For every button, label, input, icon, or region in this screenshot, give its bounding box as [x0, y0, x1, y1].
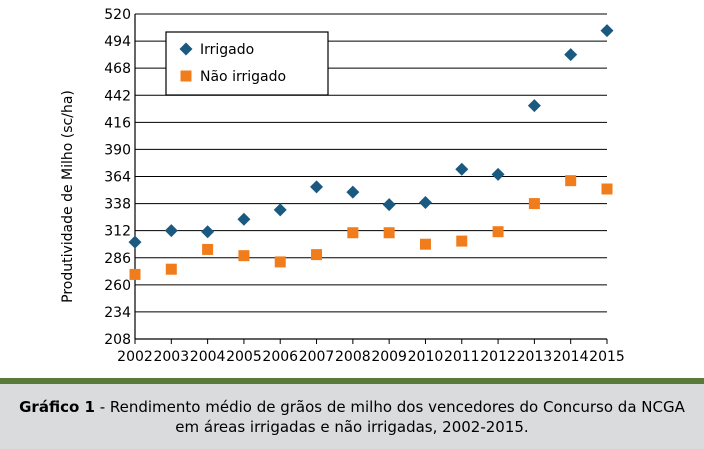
- irrigado-point-2009: [382, 198, 396, 212]
- caption-line-2: em áreas irrigadas e não irrigadas, 2002…: [175, 418, 529, 436]
- scatter-chart: 208 234 260 286 312 338 364 390 416 442 468 494 520 2…: [60, 7, 625, 365]
- chart: 208 234 260 286 312 338 364 390 416 442 468 494 520 2…: [60, 7, 625, 365]
- y-axis-label: Produtividade de Milho (sc/ha): [60, 90, 76, 303]
- legend-irrigado-marker: [179, 42, 193, 56]
- x-tick-label: 2005: [226, 349, 262, 365]
- y-tick-label: 390: [104, 142, 131, 158]
- y-tick-label: 312: [104, 224, 131, 240]
- x-tick-label: 2008: [335, 349, 371, 365]
- nao-irrigado-point-2013: [528, 198, 540, 210]
- x-tick-label: 2003: [153, 349, 189, 365]
- x-tick-label: 2006: [262, 349, 298, 365]
- irrigado-point-2011: [455, 162, 469, 176]
- y-tick-label: 442: [104, 88, 131, 104]
- caption-label: Gráfico 1: [19, 398, 95, 416]
- y-tick-label: 234: [104, 305, 131, 321]
- nao-irrigado-point-2010: [419, 238, 431, 250]
- y-tick-label: 338: [104, 197, 131, 213]
- x-tick-label: 2002: [117, 349, 153, 365]
- nao-irrigado-point-2012: [492, 226, 504, 238]
- nao-irrigado-point-2008: [347, 227, 359, 239]
- caption-line-1: Gráfico 1 - Rendimento médio de grãos de…: [0, 397, 704, 417]
- irrigado-point-2012: [491, 167, 505, 181]
- y-tick-label: 468: [104, 61, 131, 77]
- irrigado-point-2015: [600, 24, 614, 38]
- legend-label: Não irrigado: [200, 69, 286, 85]
- legend-label: Irrigado: [200, 42, 254, 58]
- nao-irrigado-point-2006: [274, 256, 286, 268]
- y-tick-label: 286: [104, 251, 131, 267]
- divider-bar: [0, 378, 704, 384]
- x-tick-label: 2012: [480, 349, 516, 365]
- y-tick-label: 520: [104, 7, 131, 23]
- x-tick-label: 2013: [517, 349, 553, 365]
- x-tick-label: 2004: [190, 349, 226, 365]
- nao-irrigado-point-2004: [202, 243, 214, 255]
- x-tick-label: 2014: [553, 349, 589, 365]
- nao-irrigado-point-2003: [165, 263, 177, 275]
- nao-irrigado-point-2009: [383, 227, 395, 239]
- figure-caption: Gráfico 1 - Rendimento médio de grãos de…: [0, 384, 704, 449]
- x-tick-label: 2015: [589, 349, 625, 365]
- y-tick-label: 208: [104, 332, 131, 348]
- nao-irrigado-point-2002: [129, 268, 141, 280]
- x-tick-label: 2009: [371, 349, 407, 365]
- nao-irrigado-point-2005: [238, 250, 250, 262]
- nao-irrigado-point-2015: [601, 183, 613, 195]
- irrigado-point-2005: [237, 212, 251, 226]
- caption-text-1: - Rendimento médio de grãos de milho dos…: [94, 398, 685, 416]
- nao-irrigado-point-2007: [311, 249, 323, 261]
- legend-nao-irrigado-marker: [180, 70, 192, 82]
- irrigado-point-2004: [201, 225, 215, 239]
- irrigado-point-2002: [128, 235, 142, 249]
- nao-irrigado-point-2014: [565, 175, 577, 187]
- irrigado-point-2003: [164, 224, 178, 238]
- irrigado-point-2014: [564, 48, 578, 62]
- y-tick-label: 416: [104, 115, 131, 131]
- legend: Irrigado Não irrigado: [165, 31, 329, 96]
- irrigado-point-2010: [418, 196, 432, 210]
- y-tick-label: 364: [104, 170, 131, 186]
- irrigado-point-2006: [273, 203, 287, 217]
- irrigado-point-2013: [527, 99, 541, 113]
- y-tick-label: 260: [104, 278, 131, 294]
- legend-box: [165, 31, 329, 96]
- irrigado-point-2008: [346, 185, 360, 199]
- x-tick-label: 2010: [408, 349, 444, 365]
- y-tick-label: 494: [104, 34, 131, 50]
- x-tick-label: 2011: [444, 349, 480, 365]
- nao-irrigado-point-2011: [456, 235, 468, 247]
- irrigado-point-2007: [310, 180, 324, 194]
- x-tick-label: 2007: [299, 349, 335, 365]
